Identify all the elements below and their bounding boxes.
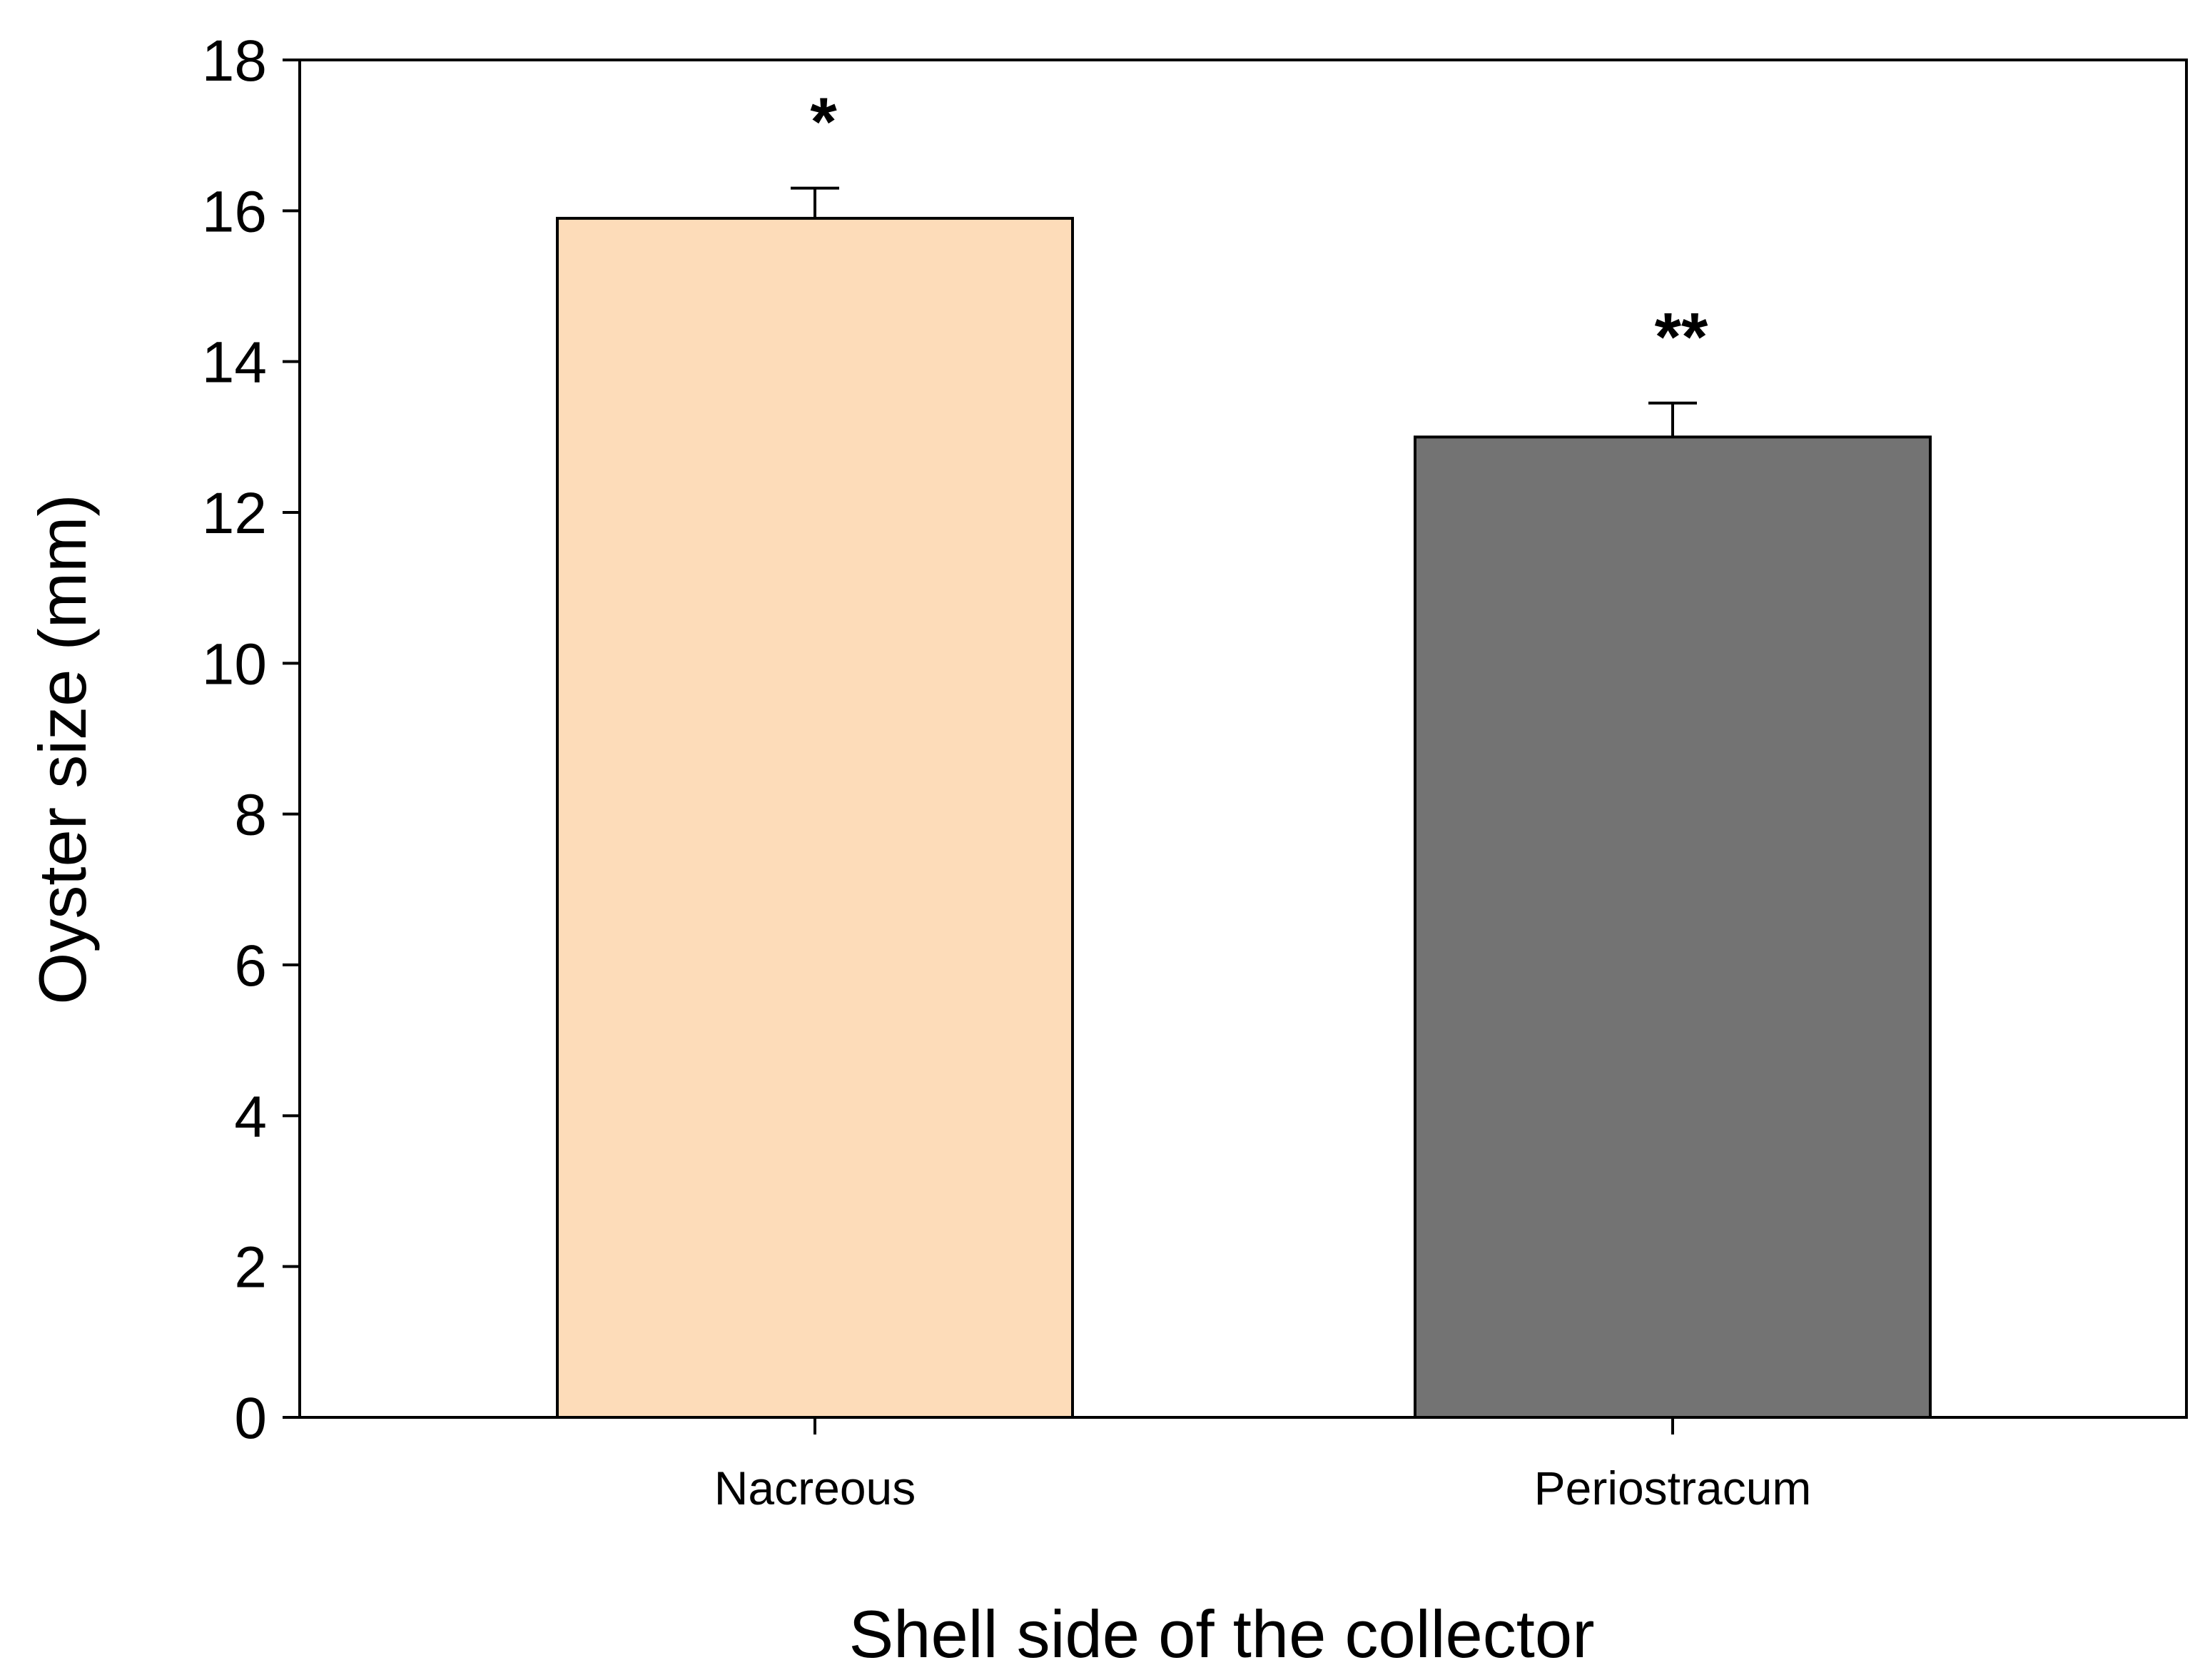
- annotations-group: ***: [810, 84, 1708, 375]
- y-tick-label: 10: [202, 632, 267, 697]
- y-tick-label: 6: [234, 933, 267, 998]
- plot-frame: [298, 59, 2188, 1419]
- y-axis: 0 2 4 6 8 10 12 14 16 18: [202, 29, 300, 1451]
- y-tick-label: 14: [202, 330, 267, 395]
- y-tick-label: 2: [234, 1235, 267, 1300]
- error-bars-group: [791, 186, 1697, 437]
- y-tick-label: 18: [202, 29, 267, 93]
- y-tick-label: 0: [234, 1386, 267, 1451]
- bar-nacreous: [556, 216, 1074, 1419]
- y-tick-label: 12: [202, 481, 267, 546]
- x-tick-label: Periostracum: [1534, 1462, 1812, 1514]
- x-axis: Nacreous Periostracum: [714, 1417, 1812, 1514]
- y-tick-label: 4: [234, 1084, 267, 1149]
- bar-periostracum: [1414, 435, 1932, 1419]
- x-tick-label: Nacreous: [714, 1462, 916, 1514]
- x-axis-title: Shell side of the collector: [848, 1596, 1594, 1671]
- y-tick-label: 16: [202, 179, 267, 244]
- bars-group: [556, 216, 1932, 1419]
- y-axis-title: Oyster size (mm): [25, 494, 100, 1004]
- significance-annotation: **: [1655, 299, 1708, 375]
- y-tick-label: 8: [234, 783, 267, 848]
- significance-annotation: *: [810, 84, 837, 161]
